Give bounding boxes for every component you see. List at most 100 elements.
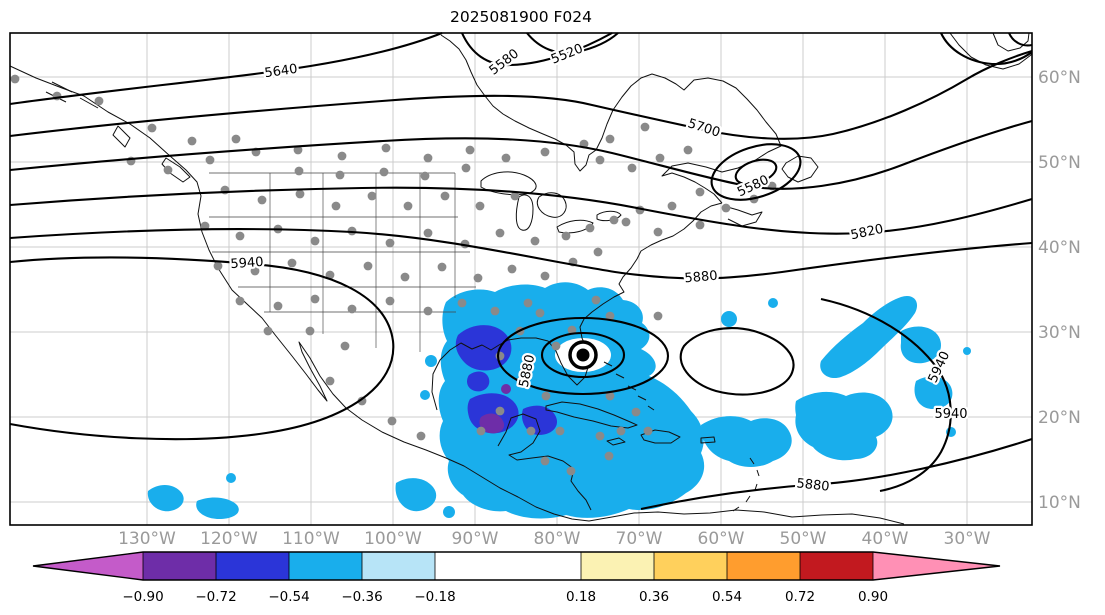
station-dot (683, 145, 693, 155)
colorbar-segment (143, 552, 216, 580)
station-dot (205, 155, 215, 165)
station-dot (653, 227, 663, 237)
station-dot (385, 238, 395, 248)
station-dot (235, 231, 245, 241)
station-dot (495, 228, 505, 238)
contour-5820 (9, 186, 1033, 235)
station-dot (627, 163, 637, 173)
contour-closed-cell (679, 327, 795, 396)
station-dot (621, 217, 631, 227)
colorbar-segment (581, 552, 654, 580)
contour-5580 (461, 32, 613, 67)
contour-lines (9, 32, 1033, 511)
station-dot (379, 167, 389, 177)
station-dot (540, 271, 550, 281)
hurricane-center-dot (576, 348, 590, 362)
station-dot (163, 165, 173, 175)
colorbar-tick-label: −0.54 (268, 589, 309, 605)
hurricane-icon (568, 340, 598, 370)
lon-tick-label: 120°W (200, 529, 258, 549)
station-dot (423, 153, 433, 163)
state-borders (209, 172, 476, 352)
colorbar-segment (435, 552, 581, 580)
station-dot (187, 136, 197, 146)
station-dot (287, 258, 297, 268)
shaded-blob (395, 478, 437, 512)
station-dot (423, 306, 433, 316)
shaded-blob-medium (467, 371, 490, 392)
island-vancouver (161, 157, 191, 183)
station-dot (473, 273, 483, 283)
shaded-blob (914, 376, 953, 409)
station-dot (440, 191, 450, 201)
station-dot (385, 296, 395, 306)
station-dot (605, 391, 615, 401)
station-dot (667, 201, 677, 211)
plot-title: 2025081900 F024 (450, 8, 592, 26)
station-dot (510, 191, 520, 201)
station-dot (605, 311, 615, 321)
contour-hurricane-outer (496, 316, 670, 396)
contour-5640 (9, 32, 443, 106)
station-dot (337, 151, 347, 161)
station-dot (640, 122, 650, 132)
islands-pacific-nw (45, 81, 131, 148)
shaded-speck (425, 355, 437, 367)
station-dot (325, 376, 335, 386)
lat-axis: 60°N 50°N 40°N 30°N 20°N 10°N (1038, 68, 1081, 513)
station-dot (294, 166, 304, 176)
station-dot (595, 155, 605, 165)
station-dot (604, 451, 614, 461)
colorbar-outline (32, 551, 1001, 581)
station-dot (561, 231, 571, 241)
contour-top-right (1008, 32, 1033, 47)
lat-tick-label: 60°N (1038, 68, 1081, 88)
colorbar-segment (800, 552, 873, 580)
contour-label: 5940 (934, 407, 967, 422)
lat-tick-label: 10°N (1038, 493, 1081, 513)
station-dot (387, 416, 397, 426)
station-dot (200, 221, 210, 231)
colorbar-over-arrow (873, 552, 1000, 580)
station-dot (475, 201, 485, 211)
station-dot (367, 191, 377, 201)
colorbar: −0.90 −0.72 −0.54 −0.36 −0.18 0.18 0.36 0.54 0.7… (32, 551, 1001, 605)
shaded-blob-dark (479, 413, 505, 434)
island-jamaica (606, 437, 626, 446)
station-dot (616, 426, 626, 436)
contour-5700 (9, 49, 1033, 140)
station-dot (695, 220, 705, 230)
station-dot (585, 223, 595, 233)
lat-tick-label: 40°N (1038, 238, 1081, 258)
colorbar-segment (216, 552, 289, 580)
coastline-path (440, 34, 782, 204)
colorbar-tick-label: 0.54 (712, 589, 742, 605)
colorbar-tick-label: 0.90 (858, 589, 888, 605)
station-dot (213, 261, 223, 271)
station-dot (605, 134, 615, 144)
station-dot (461, 163, 471, 173)
station-dot (273, 301, 283, 311)
station-dot (295, 189, 305, 199)
station-dot (257, 195, 267, 205)
colorbar-segment (362, 552, 435, 580)
lat-tick-label: 50°N (1038, 153, 1081, 173)
colorbar-tick-label: 0.72 (785, 589, 815, 605)
colorbar-segment (727, 552, 800, 580)
station-dot (566, 466, 576, 476)
shaded-speck (721, 311, 737, 327)
station-dot (263, 326, 273, 336)
station-dot (310, 236, 320, 246)
station-dot (250, 266, 260, 276)
station-dot (530, 236, 540, 246)
shaded-blob (701, 416, 792, 467)
island-hispaniola (640, 429, 681, 444)
station-dot (551, 341, 561, 351)
islands-antilles (732, 457, 760, 512)
contour-5880-north (9, 228, 1033, 280)
colorbar-tick-label: 0.36 (639, 589, 669, 605)
island-puerto-rico (700, 436, 716, 444)
station-dot (457, 298, 467, 308)
lon-tick-label: 110°W (282, 529, 340, 549)
